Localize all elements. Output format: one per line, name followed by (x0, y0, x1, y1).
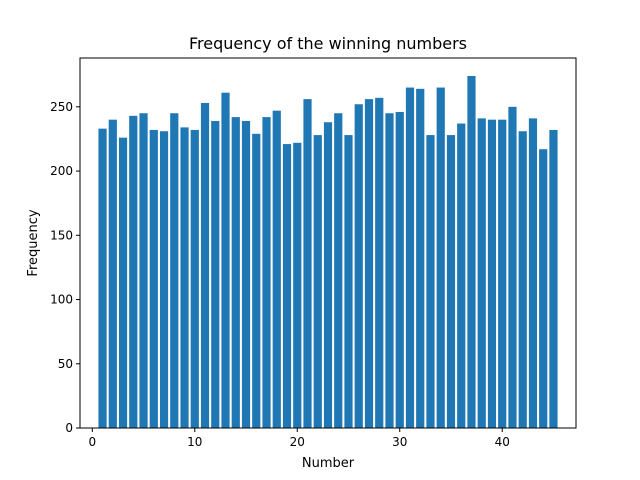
bar-4 (129, 115, 138, 428)
bar-40 (498, 119, 507, 429)
bar-22 (313, 135, 322, 429)
bar-41 (508, 106, 517, 428)
bar-38 (477, 118, 486, 428)
bar-15 (241, 120, 251, 428)
bar-18 (272, 110, 281, 428)
bar-8 (170, 113, 179, 429)
x-tick-label: 30 (392, 435, 407, 449)
bar-9 (180, 127, 189, 428)
bar-12 (211, 120, 220, 428)
bar-2 (108, 119, 117, 429)
bar-29 (385, 113, 394, 429)
chart-title: Frequency of the winning numbers (189, 34, 467, 53)
bar-11 (200, 102, 210, 429)
x-tick-label: 40 (495, 435, 510, 449)
bar-37 (467, 75, 476, 428)
bar-13 (221, 92, 230, 428)
bar-21 (303, 99, 312, 428)
bar-36 (457, 123, 466, 428)
bar-44 (539, 149, 548, 428)
y-tick-label: 100 (50, 293, 73, 307)
y-axis-label: Frequency (26, 209, 41, 276)
bar-32 (416, 88, 425, 428)
bar-24 (334, 113, 343, 429)
bar-28 (375, 97, 384, 428)
bar-1 (98, 128, 107, 428)
x-ticks-group: 0 10 20 30 40 (88, 428, 510, 449)
bar-25 (344, 135, 353, 429)
bar-27 (364, 99, 374, 428)
y-ticks-group: 0 50 100 150 200 250 (50, 100, 80, 435)
bar-6 (149, 129, 158, 428)
bar-39 (487, 119, 497, 429)
x-tick-label: 0 (88, 435, 96, 449)
bars-group (98, 75, 558, 429)
y-tick-label: 50 (58, 357, 73, 371)
bar-10 (190, 129, 199, 428)
bar-23 (323, 122, 333, 428)
bar-30 (395, 111, 404, 428)
bar-16 (252, 133, 261, 428)
y-tick-label: 200 (50, 164, 73, 178)
plot-frame (79, 57, 577, 429)
bar-3 (118, 137, 128, 428)
bar-20 (293, 142, 302, 428)
bar-34 (436, 87, 445, 428)
bar-35 (446, 135, 456, 429)
bar-14 (231, 117, 240, 428)
bar-43 (528, 118, 538, 428)
x-axis-label: Number (302, 456, 355, 471)
bar-31 (405, 87, 415, 428)
x-tick-label: 10 (187, 435, 202, 449)
bar-5 (139, 113, 148, 429)
bar-7 (159, 131, 169, 428)
y-tick-label: 0 (65, 421, 73, 435)
bar-45 (549, 129, 558, 428)
x-tick-label: 20 (290, 435, 305, 449)
y-tick-label: 250 (50, 100, 73, 114)
bar-42 (518, 131, 527, 428)
bar-17 (262, 117, 271, 428)
bar-26 (354, 104, 363, 428)
y-tick-label: 150 (50, 228, 73, 242)
bar-19 (282, 144, 292, 428)
bar-33 (426, 135, 435, 429)
